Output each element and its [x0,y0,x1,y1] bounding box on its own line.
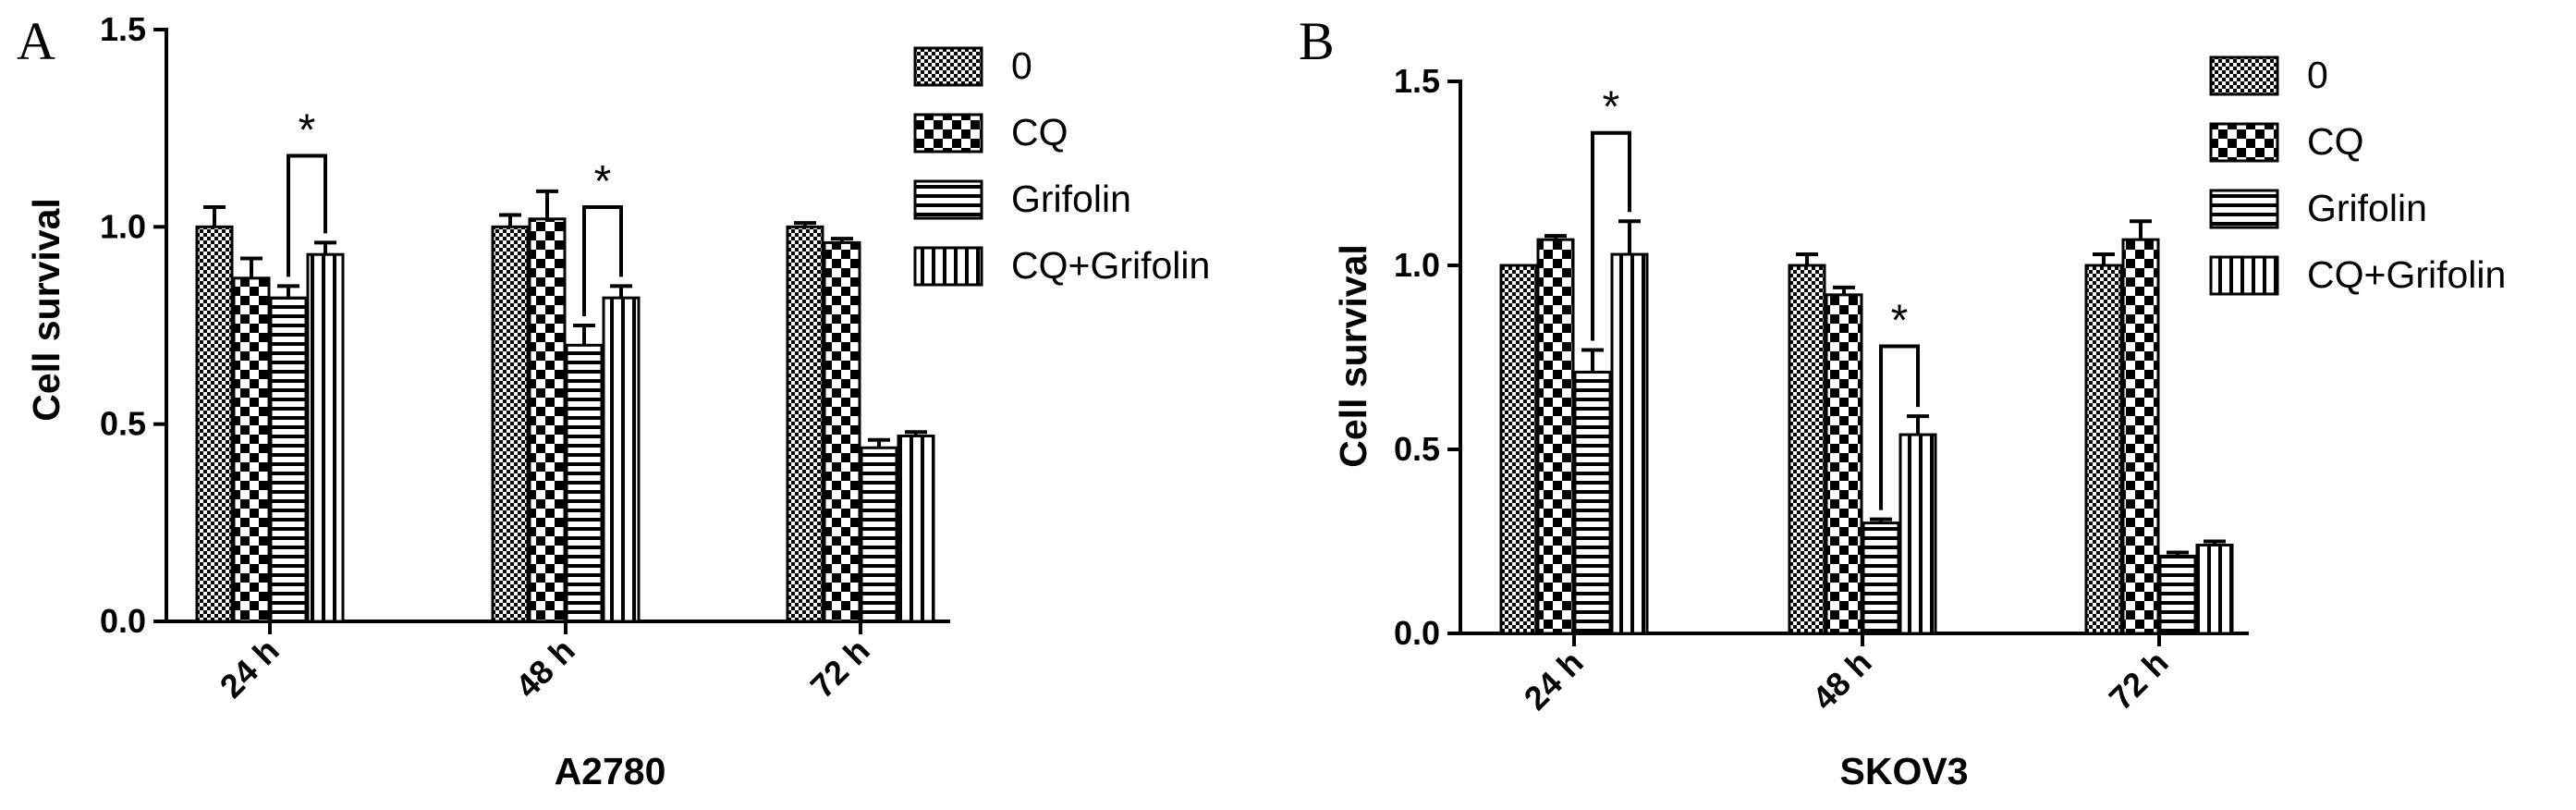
bar-horizontal-stripes-2 [860,446,898,623]
y-tick-label: 0.5 [1394,430,1440,468]
y-axis-label: Cell survival [25,198,67,422]
bar-vertical-stripes-2 [2195,543,2234,635]
x-tick-label: 24 h [213,632,287,706]
legend-label: 0 [2307,54,2328,96]
chart-panel-b: B Cell survival SKOV3 0.0 0.5 1.0 1.5 24 h 48… [1299,11,2506,792]
panel-letter-b: B [1299,11,1335,71]
legend-swatch-vertical-stripes [2209,255,2279,296]
bar-checker-fine-1 [491,225,530,623]
significance-bracket [582,205,623,316]
significance-star: * [594,157,612,206]
significance-star: * [299,106,316,155]
legend-swatch-horizontal-stripes [913,179,983,220]
y-tick-label: 0.5 [100,405,146,443]
legend-label: CQ [1011,111,1068,153]
bar-vertical-stripes-1 [602,296,641,623]
legend-swatch-checker-coarse [913,113,983,153]
x-axis-label: SKOV3 [1840,750,1969,792]
y-axis-label: Cell survival [1332,244,1374,468]
legend-label: Grifolin [2307,187,2427,229]
significance-bracket [1879,344,1920,510]
bar-checker-fine-0 [1499,264,1538,635]
y-tick-label: 1.5 [1394,62,1440,100]
bar-checker-fine-2 [2084,264,2123,635]
bar-horizontal-stripes-2 [2158,554,2197,635]
legend-swatch-horizontal-stripes [2209,189,2279,229]
significance-star: * [1891,297,1909,346]
legend-swatch-checker-fine [913,46,983,87]
bar-horizontal-stripes-0 [269,296,308,623]
x-tick-label: 24 h [1517,644,1591,718]
panel-letter-a: A [17,11,55,71]
legend-swatch-vertical-stripes [913,246,983,287]
y-tick-label: 1.0 [100,207,146,245]
y-tick-label: 1.5 [100,10,146,48]
legend-label: CQ+Grifolin [2307,253,2506,296]
bar-vertical-stripes-0 [306,252,345,623]
legend-label: CQ [2307,120,2364,163]
x-tick-label: 48 h [1805,644,1879,718]
legend-swatch-checker-fine [2209,55,2279,96]
significance-star: * [1603,83,1620,132]
y-tick-label: 1.0 [1394,246,1440,284]
x-axis-label: A2780 [555,750,666,792]
x-tick-label: 72 h [2102,644,2176,718]
significance-bracket [287,153,327,277]
bar-vertical-stripes-2 [897,434,935,623]
bar-checker-coarse-2 [2121,238,2160,635]
legend-swatch-checker-coarse [2209,122,2279,163]
significance-bracket [1591,130,1631,341]
bar-horizontal-stripes-1 [565,343,604,623]
bar-checker-coarse-0 [1536,238,1575,635]
bar-vertical-stripes-1 [1898,433,1937,635]
bar-horizontal-stripes-0 [1573,370,1612,635]
legend-label: Grifolin [1011,178,1131,220]
y-tick-label: 0.0 [1394,614,1440,652]
chart-panel-a: A Cell survival A2780 0.0 0.5 1.0 1.5 24 h 48… [17,10,1210,792]
bar-checker-coarse-1 [1825,293,1863,635]
bar-checker-coarse-0 [232,276,271,623]
bar-checker-fine-1 [1788,264,1826,635]
x-tick-label: 48 h [508,632,582,706]
x-tick-label: 72 h [803,632,877,706]
bar-checker-coarse-1 [528,217,567,623]
bar-checker-fine-0 [195,225,234,623]
legend-label: CQ+Grifolin [1011,244,1210,287]
legend-label: 0 [1011,44,1032,87]
bar-checker-coarse-2 [823,240,861,623]
bar-vertical-stripes-0 [1610,252,1649,635]
y-tick-label: 0.0 [100,602,146,640]
bar-checker-fine-2 [786,225,824,623]
bar-horizontal-stripes-1 [1862,522,1900,635]
